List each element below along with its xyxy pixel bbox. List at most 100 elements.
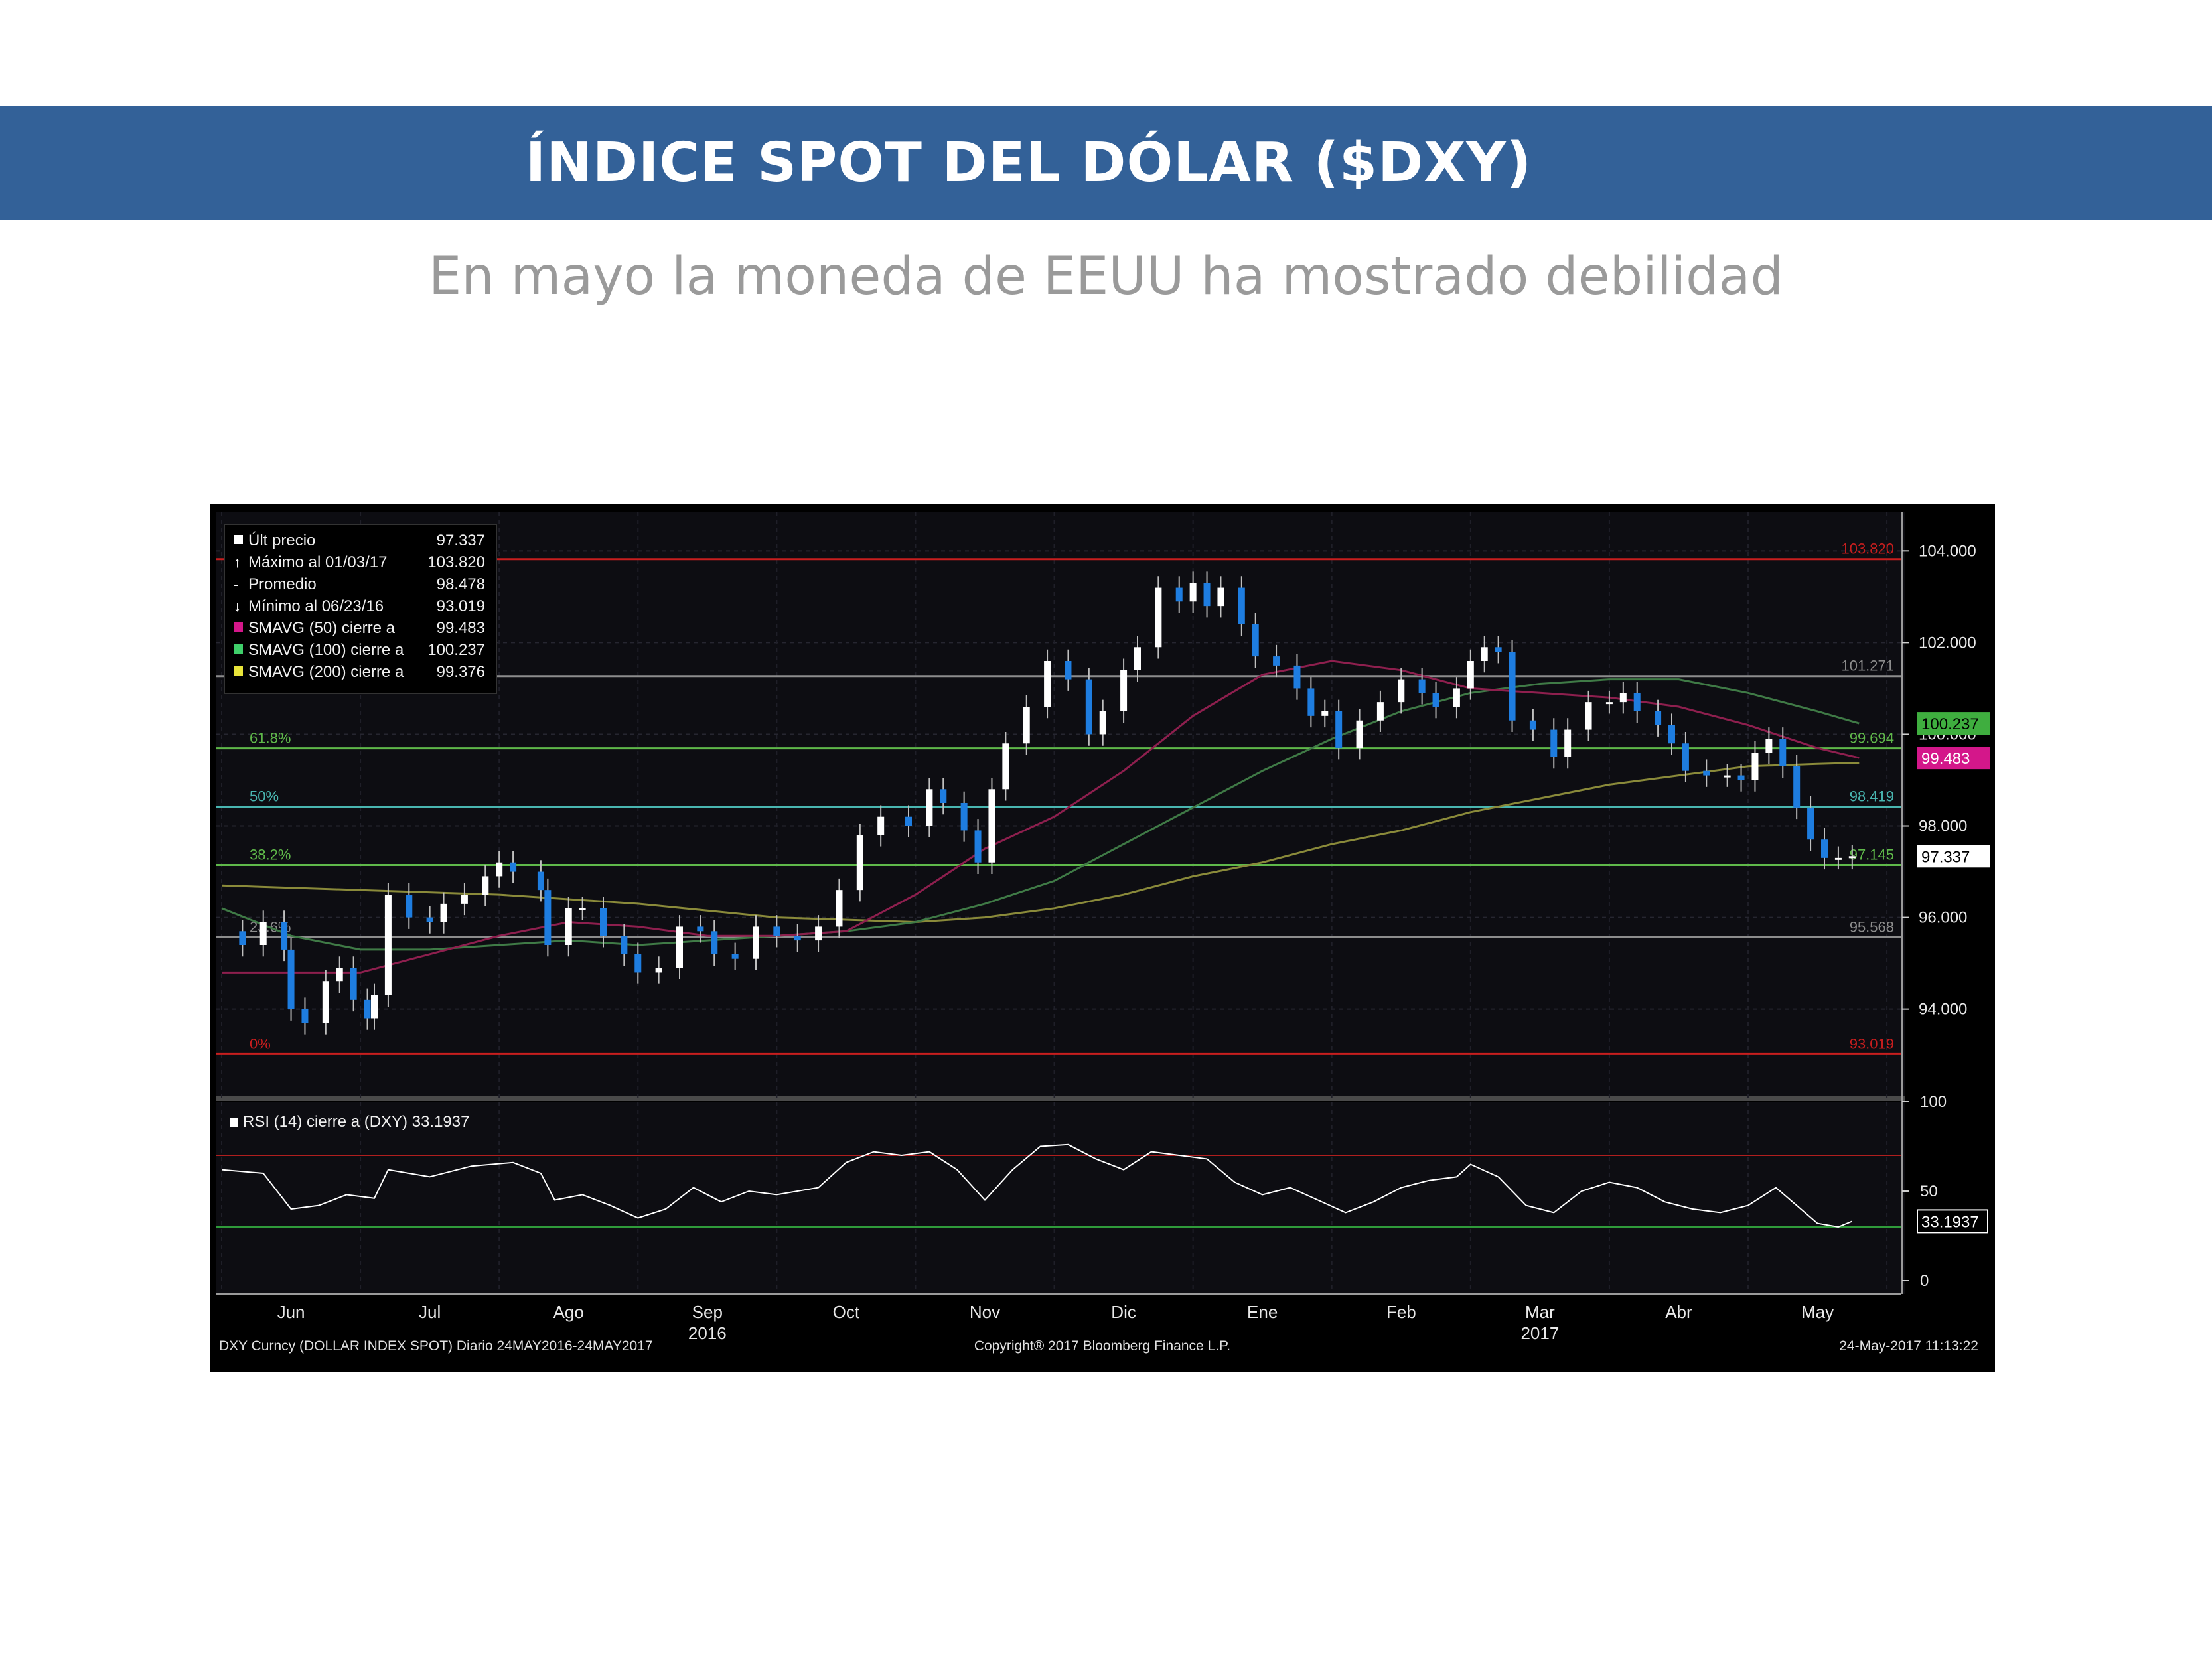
fib-level-value: 95.568 [1850,918,1894,935]
value-tag: 99.483 [1921,750,1970,768]
y-tick-label: 96.000 [1919,909,1967,927]
candle-body [1273,656,1280,666]
candle-body [1682,743,1689,771]
y-tick-label: 94.000 [1919,1001,1967,1019]
x-tick-label: Oct [833,1302,860,1322]
candle-body [1779,739,1787,766]
candle-body [1807,807,1814,840]
candle-body [461,895,468,904]
candle-body [1703,770,1710,776]
candle-body [1453,688,1460,707]
y-tick-label: 104.000 [1919,542,1976,560]
legend-label: Máximo al 01/03/17 [248,553,387,571]
title-bar [0,106,2212,220]
x-tick-label: Jul [419,1302,441,1322]
candle-body [877,816,885,835]
x-tick-label: Ene [1247,1302,1278,1322]
candle-body [1134,647,1141,670]
candle-body [1356,720,1363,749]
candle-body [1834,857,1842,860]
x-tick-label: Sep [692,1302,723,1322]
up-arrow-icon: ↑ [234,554,241,571]
candle-body [281,922,288,950]
candle-body [1203,583,1211,607]
candle-body [753,926,759,959]
candle-body [1238,587,1245,624]
candle-body [1668,725,1675,744]
legend-value: 99.483 [437,619,485,637]
dash-icon: - [234,576,238,593]
legend-label: Promedio [248,575,317,593]
x-tick-label: Feb [1386,1302,1416,1322]
candle-body [794,936,801,941]
white-square-icon [234,535,243,544]
candle-body [905,816,912,826]
value-tag-bg [1917,712,1990,735]
candle-body [1495,647,1502,652]
legend-label: SMAVG (50) cierre a [248,619,396,637]
candle-body [856,835,863,891]
y-tick-label: 98.000 [1919,818,1967,835]
rsi-panel-bg [216,1102,1905,1294]
fib-level-value: 97.145 [1850,847,1894,863]
value-tag: 100.237 [1921,715,1979,733]
legend-value: 98.478 [437,575,485,593]
candle-body [1155,587,1162,648]
candle-body [287,949,295,1009]
candle-body [496,862,503,877]
candle-body [731,954,739,959]
candle-body [1217,587,1224,607]
candle-body [1398,679,1405,703]
x-tick-label: Jun [277,1302,305,1322]
rsi-y-tick-label: 0 [1920,1272,1929,1290]
sma200-line [221,762,1860,924]
candle-body [1376,702,1384,721]
candle-body [773,926,780,936]
candle-body [406,895,413,918]
legend-label: SMAVG (100) cierre a [248,641,404,659]
fib-level-label: 50% [250,788,279,805]
candle-body [1529,720,1536,730]
candle-body [1189,583,1197,602]
legend-label: SMAVG (200) cierre a [248,663,404,681]
candle-body [1793,766,1801,808]
fib-level-value: 93.019 [1850,1035,1894,1052]
candle-body [1765,739,1773,753]
x-tick-label: May [1801,1302,1834,1322]
candle-body [259,922,267,945]
candle-body [322,981,329,1023]
candle-body [988,789,995,863]
candle-body [1044,661,1051,707]
candle-body [482,876,489,895]
fib-level-value: 99.694 [1850,730,1894,747]
candle-body [676,926,683,968]
footer-center: Copyright® 2017 Bloomberg Finance L.P. [974,1338,1230,1354]
candle-body [537,871,544,891]
page-subtitle: En mayo la moneda de EEUU ha mostrado de… [429,247,1783,307]
candle-body [1099,711,1106,735]
sma100-line [221,678,1860,951]
candle-body [960,803,968,831]
candle-body [711,931,718,954]
candle-body [1252,624,1259,657]
candle-body [1293,665,1301,689]
candle-body [1821,839,1828,858]
candle-body [1605,702,1613,705]
candle-body [815,926,822,941]
candle-body [655,968,662,973]
candle-body [1307,688,1315,716]
candle-body [1335,711,1343,749]
value-tag-bg [1917,845,1990,868]
rsi-legend: RSI (14) cierre a (DXY) 33.1937 [243,1113,469,1131]
candle-body [974,830,982,863]
candle-body [634,954,642,973]
green-square-icon [234,644,243,654]
fib-level-value: 101.271 [1841,658,1894,674]
candle-body [364,999,371,1019]
bloomberg-chart: 0% 93.019 23.6% 95.568 38.2% 97.145 50% 98.419 6… [210,504,1995,1372]
candle-body [384,895,392,995]
fib-level-label: 38.2% [250,847,291,863]
candle-body [1023,707,1030,744]
candle-body [510,862,517,872]
